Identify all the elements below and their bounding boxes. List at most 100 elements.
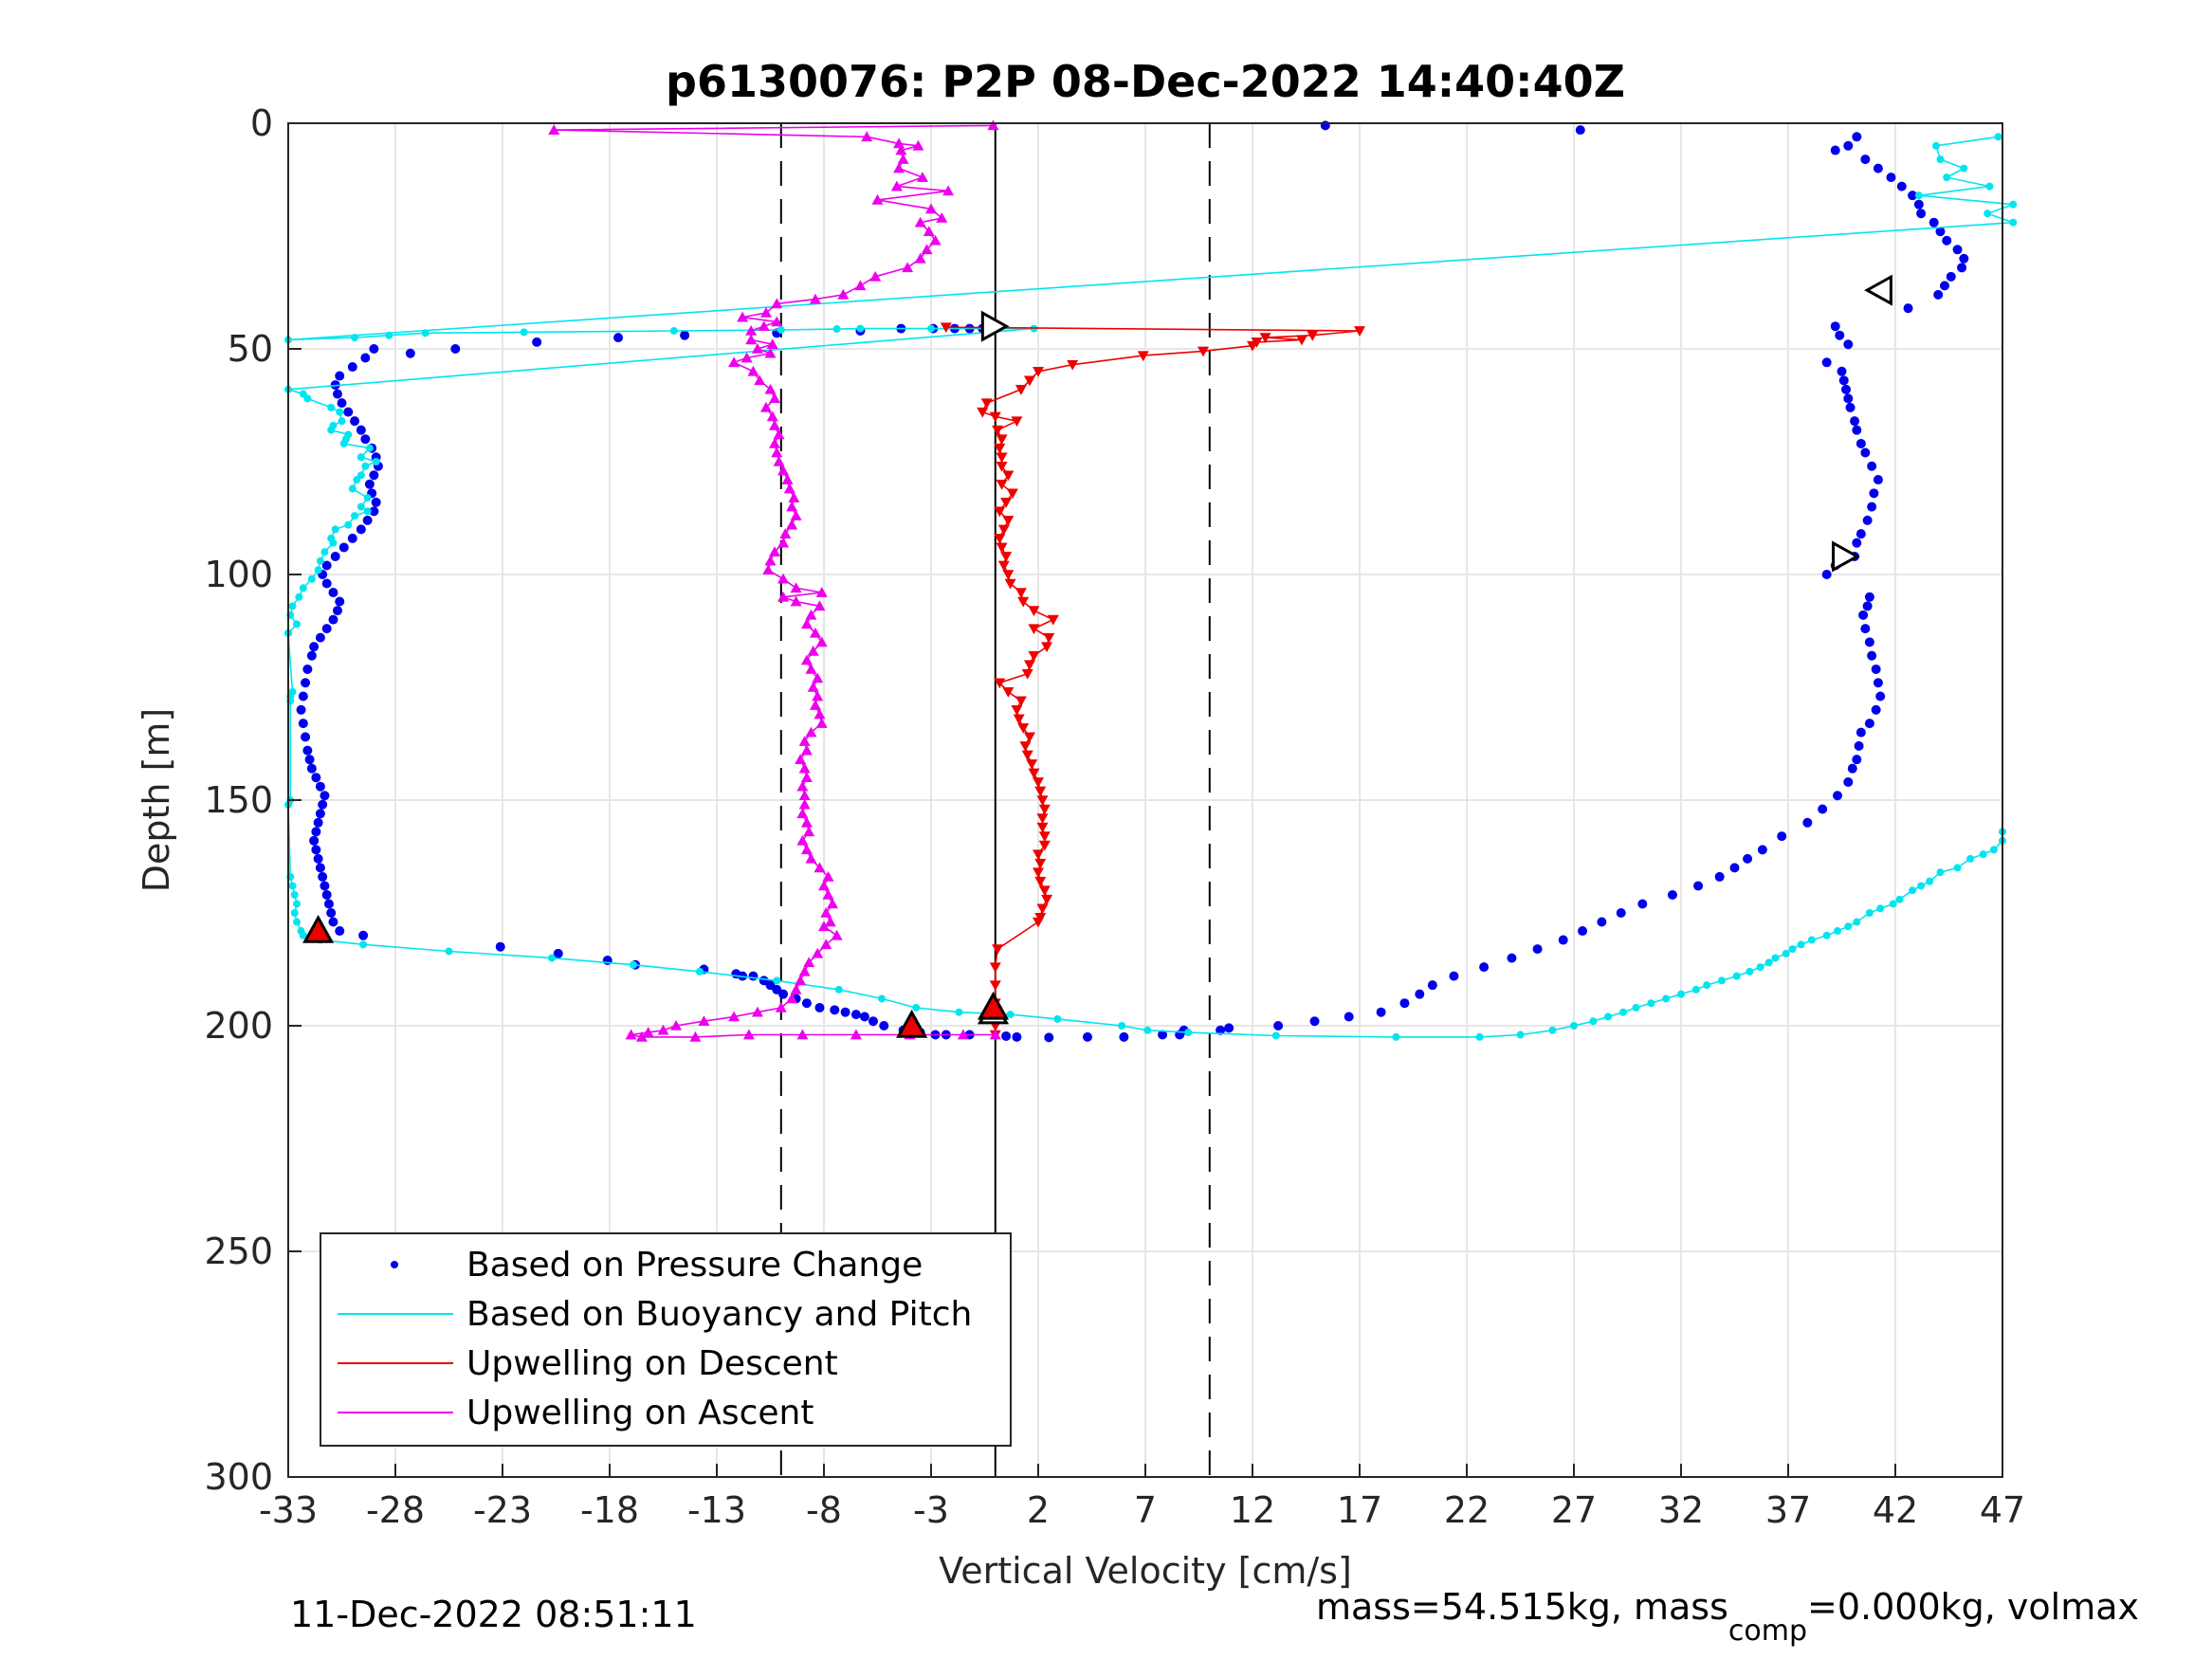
event-marker: [896, 1009, 928, 1038]
data-point: [303, 394, 312, 403]
footer-mass-info: mass=54.515kg, masscomp=0.000kg, volmax: [1316, 1586, 2139, 1648]
x-tick-label: -13: [687, 1489, 746, 1531]
data-point: [996, 542, 1008, 554]
data-point: [1034, 786, 1047, 797]
data-point: [798, 965, 811, 976]
data-point: [809, 293, 821, 304]
data-point: [777, 573, 790, 584]
data-point: [1309, 1016, 1320, 1027]
data-point: [302, 664, 313, 674]
data-point: [777, 465, 790, 476]
data-point: [1926, 877, 1934, 885]
data-point: [758, 320, 770, 331]
data-point: [1818, 804, 1828, 814]
data-point: [812, 947, 824, 958]
data-point: [1427, 980, 1437, 991]
data-point: [773, 428, 785, 440]
data-point: [1033, 777, 1044, 788]
data-point: [850, 1029, 862, 1040]
data-point: [879, 1021, 889, 1030]
data-point: [1507, 953, 1517, 963]
data-point: [747, 365, 759, 376]
data-point: [1952, 245, 1963, 255]
data-point: [1548, 1026, 1557, 1034]
data-point: [800, 772, 813, 782]
data-point: [1788, 945, 1797, 954]
data-point: [1746, 967, 1754, 975]
data-point: [1729, 863, 1740, 873]
data-point: [893, 137, 905, 149]
data-point: [1479, 962, 1490, 973]
event-markers: [302, 274, 1892, 1038]
data-point: [288, 602, 297, 611]
data-point: [1224, 1023, 1234, 1033]
data-point: [351, 512, 359, 520]
footer-mass-subscript: comp: [1728, 1614, 1807, 1648]
data-point: [328, 614, 338, 625]
data-point: [777, 591, 790, 602]
data-point: [815, 636, 828, 647]
data-point: [800, 618, 813, 629]
x-tick-label: -8: [806, 1489, 842, 1531]
data-point: [1036, 813, 1049, 825]
data-point: [1873, 475, 1883, 485]
data-point: [788, 492, 800, 502]
data-point: [1662, 994, 1671, 1003]
data-point: [790, 983, 802, 994]
data-point: [1034, 858, 1047, 869]
data-point: [1558, 935, 1568, 945]
data-point: [996, 434, 1008, 446]
data-point: [1935, 227, 1946, 237]
data-point: [359, 940, 368, 949]
data-point: [421, 329, 430, 337]
data-point: [1017, 723, 1030, 734]
data-point: [1946, 271, 1956, 282]
data-point: [1053, 1014, 1062, 1023]
data-point: [731, 969, 741, 979]
data-point: [1354, 326, 1365, 337]
data-point: [332, 389, 342, 399]
data-point: [1038, 885, 1051, 897]
data-point: [1259, 333, 1271, 344]
data-point: [1026, 759, 1038, 770]
data-point: [1038, 840, 1051, 851]
data-point: [798, 762, 811, 774]
data-point: [1854, 740, 1864, 751]
data-point: [748, 971, 759, 981]
data-point: [1764, 958, 1773, 967]
data-point: [1033, 849, 1044, 861]
data-point: [1000, 552, 1013, 562]
data-point: [812, 690, 824, 702]
x-tick-label: 22: [1444, 1489, 1490, 1531]
data-point: [1570, 1022, 1578, 1030]
data-point: [1807, 936, 1816, 944]
x-tick-label: -33: [259, 1489, 318, 1531]
data-point: [1023, 375, 1035, 387]
chart-title: p6130076: P2P 08-Dec-2022 14:40:40Z: [666, 56, 1625, 107]
data-point: [957, 1029, 969, 1040]
data-point: [288, 882, 297, 890]
data-point: [1021, 668, 1033, 680]
y-tick-labels: 0 50 100 150 200 250 300: [204, 102, 302, 1498]
data-point: [1917, 882, 1926, 890]
data-point: [1013, 714, 1025, 725]
data-point: [1604, 1012, 1613, 1021]
event-marker: [1832, 540, 1860, 573]
data-point: [1957, 263, 1967, 273]
data-point: [338, 417, 346, 426]
data-point: [809, 627, 821, 638]
y-axis-label: Depth [m]: [136, 708, 177, 893]
x-tick-label: -23: [473, 1489, 532, 1531]
data-point: [293, 918, 302, 926]
data-point: [331, 525, 339, 534]
data-point: [822, 870, 834, 882]
data-point: [1043, 632, 1055, 644]
data-point: [1589, 1017, 1598, 1026]
data-point: [1033, 867, 1044, 879]
data-point: [1777, 831, 1787, 842]
data-point: [1862, 601, 1873, 611]
data-point: [728, 1011, 740, 1022]
data-point: [775, 1001, 787, 1012]
data-point: [689, 1030, 702, 1042]
data-point: [1399, 998, 1410, 1009]
